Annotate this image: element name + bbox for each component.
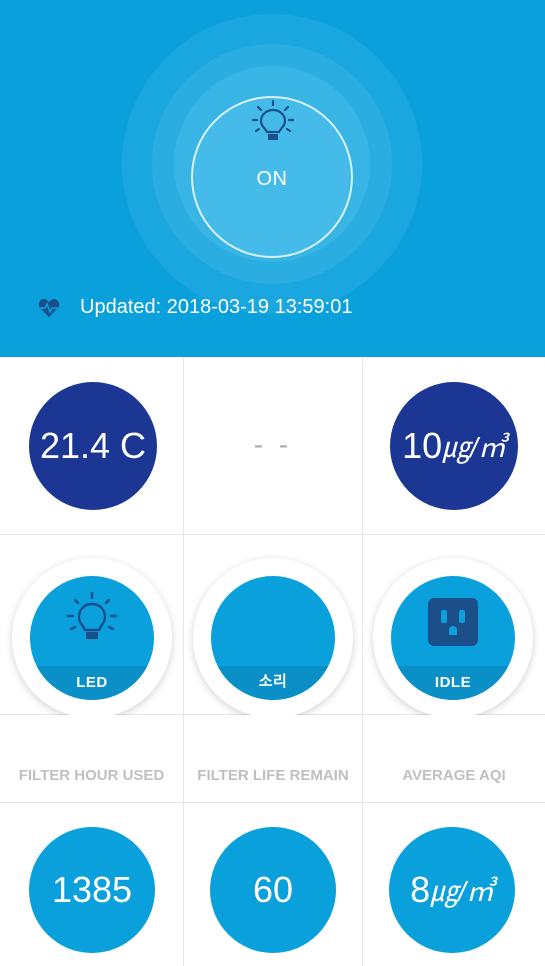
led-toggle-label: LED	[76, 674, 108, 691]
power-outlet-icon	[428, 598, 478, 646]
idle-toggle-label: IDLE	[434, 674, 472, 691]
filter-hour-label-cell: FILTER HOUR USED	[0, 715, 184, 803]
aqi-circle: 8 ㎍/㎥	[389, 827, 515, 953]
filter-hour-circle: 1385	[29, 827, 155, 953]
led-label-band	[30, 666, 154, 700]
filter-life-circle: 60	[210, 827, 336, 953]
filter-life-label-cell: FILTER LIFE REMAIN	[184, 715, 363, 803]
idle-cell: IDLE	[363, 535, 545, 718]
filter-life-remain-label: FILTER LIFE REMAIN	[197, 767, 349, 784]
lightbulb-icon	[66, 591, 118, 639]
filter-hour-used-value: 1385	[51, 869, 133, 910]
temperature-circle: 21.4 C	[29, 382, 157, 510]
average-aqi-label-cell: AVERAGE AQI	[363, 715, 545, 803]
dust-value: 10	[402, 425, 443, 466]
heartbeat-icon	[38, 298, 60, 317]
temperature-value: 21.4 C	[39, 425, 147, 466]
lightbulb-icon	[251, 99, 295, 140]
idle-toggle-ring: IDLE	[373, 558, 533, 718]
led-cell: LED	[0, 535, 184, 718]
dust-circle: 10 ㎍/㎥	[390, 382, 518, 510]
temperature-cell: 21.4 C	[0, 357, 184, 535]
power-state-label: ON	[256, 168, 288, 190]
sound-label-band	[211, 666, 335, 700]
aqi-unit: ㎍/㎥	[430, 876, 494, 907]
led-toggle-button[interactable]: LED	[30, 576, 154, 700]
idle-toggle-button[interactable]: IDLE	[391, 576, 515, 700]
average-aqi-label: AVERAGE AQI	[402, 767, 506, 784]
power-toggle-button[interactable]: ON	[191, 96, 353, 258]
filter-life-value-cell: 60	[184, 803, 363, 966]
last-updated-text: Updated: 2018-03-19 13:59:01	[80, 296, 353, 318]
sensor-grid: 21.4 C - - 10 ㎍/㎥	[0, 357, 545, 966]
filter-life-remain-value: 60	[252, 869, 294, 910]
sound-toggle-button[interactable]: 소리	[211, 576, 335, 700]
dust-cell: 10 ㎍/㎥	[363, 357, 545, 535]
dust-unit: ㎍/㎥	[442, 432, 506, 463]
idle-label-band	[391, 666, 515, 700]
filter-hour-value-cell: 1385	[0, 803, 184, 966]
sound-toggle-label: 소리	[258, 673, 288, 690]
filter-hour-used-label: FILTER HOUR USED	[18, 767, 165, 784]
sound-cell: 소리	[184, 535, 363, 718]
aqi-value: 8	[410, 869, 431, 910]
humidity-cell: - -	[184, 357, 363, 535]
led-toggle-ring: LED	[12, 558, 172, 718]
sound-toggle-ring: 소리	[193, 558, 353, 718]
empty-value: - -	[253, 429, 293, 460]
aqi-value-cell: 8 ㎍/㎥	[363, 803, 545, 966]
status-header: ON Updated: 2018-03-19 13:59:01	[0, 0, 545, 357]
last-updated: Updated: 2018-03-19 13:59:01	[38, 296, 352, 319]
